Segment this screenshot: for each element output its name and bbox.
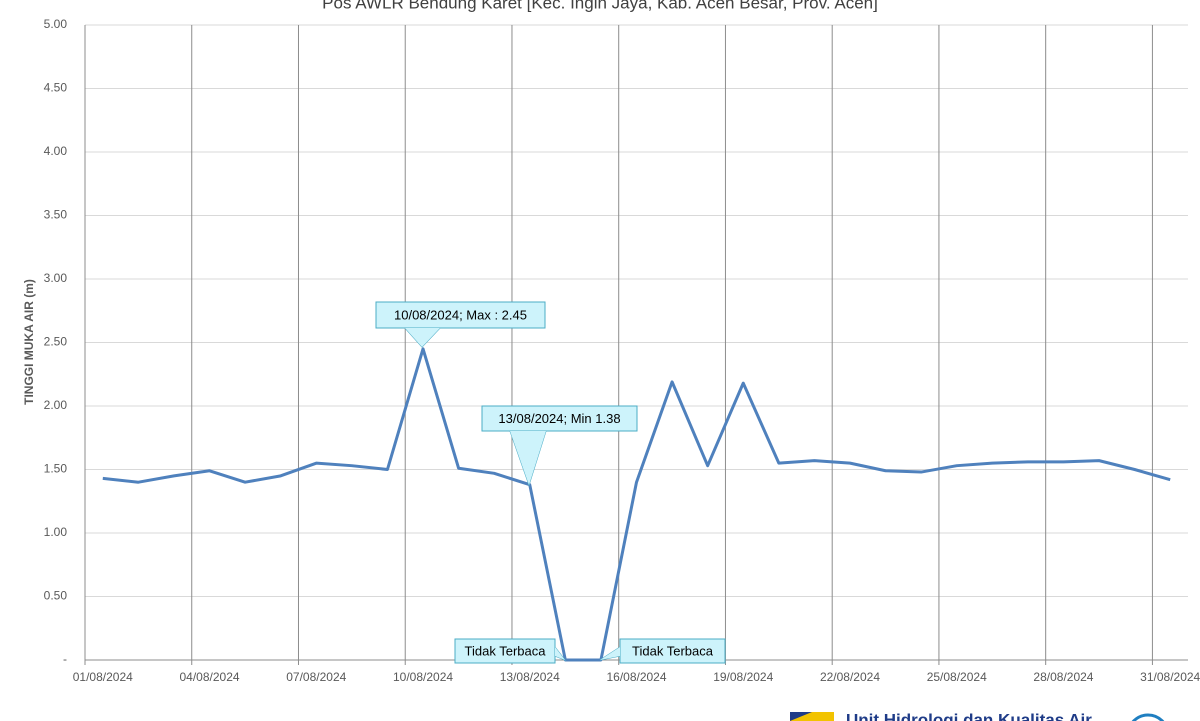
y-tick-label: 4.00	[44, 144, 68, 158]
callout-box	[454, 638, 556, 664]
annotation: Tidak Terbaca	[465, 643, 547, 658]
annotation: 13/08/2024; Min 1.38	[498, 411, 620, 426]
x-tick-label: 04/08/2024	[180, 670, 240, 684]
x-tick-label: 22/08/2024	[820, 670, 880, 684]
callout-pointer-cover	[600, 647, 620, 660]
x-tick-label: 13/08/2024	[500, 670, 560, 684]
y-tick-label: 5.00	[44, 17, 68, 31]
x-tick-label: 10/08/2024	[393, 670, 453, 684]
callout-box	[481, 405, 638, 432]
footer-text: Unit Hidrologi dan Kualitas Air	[846, 710, 1092, 721]
x-tick-label: 01/08/2024	[73, 670, 133, 684]
callout-pointer-cover	[510, 431, 546, 485]
y-tick-label: 1.00	[44, 525, 68, 539]
x-tick-label: 28/08/2024	[1033, 670, 1093, 684]
x-tick-label: 16/08/2024	[606, 670, 666, 684]
callout-box	[375, 301, 546, 329]
y-tick-label: 1.50	[44, 462, 68, 476]
y-tick-label: 3.00	[44, 271, 68, 285]
callout-pointer-cover	[555, 647, 565, 660]
callout-box	[619, 638, 726, 664]
logo	[790, 712, 812, 721]
x-tick-label: 31/08/2024	[1140, 670, 1200, 684]
x-tick-label: 19/08/2024	[713, 670, 773, 684]
y-tick-label: 0.50	[44, 589, 68, 603]
logo	[790, 712, 834, 721]
y-tick-label: -	[63, 652, 67, 666]
y-tick-label: 2.00	[44, 398, 68, 412]
annotation: Tidak Terbaca	[632, 643, 714, 658]
x-tick-label: 07/08/2024	[286, 670, 346, 684]
x-tick-label: 25/08/2024	[927, 670, 987, 684]
cert-logo	[1131, 713, 1165, 721]
y-tick-label: 2.50	[44, 335, 68, 349]
y-axis-label: TINGGI MUKA AIR (m)	[22, 279, 36, 405]
callout-pointer-cover	[405, 328, 440, 347]
y-tick-label: 3.50	[44, 208, 68, 222]
data-line	[102, 347, 1171, 662]
annotation: 10/08/2024; Max : 2.45	[394, 307, 527, 322]
y-tick-label: 4.50	[44, 81, 68, 95]
chart-title: Pos AWLR Bendung Karet [Kec. Ingin Jaya,…	[322, 0, 878, 12]
